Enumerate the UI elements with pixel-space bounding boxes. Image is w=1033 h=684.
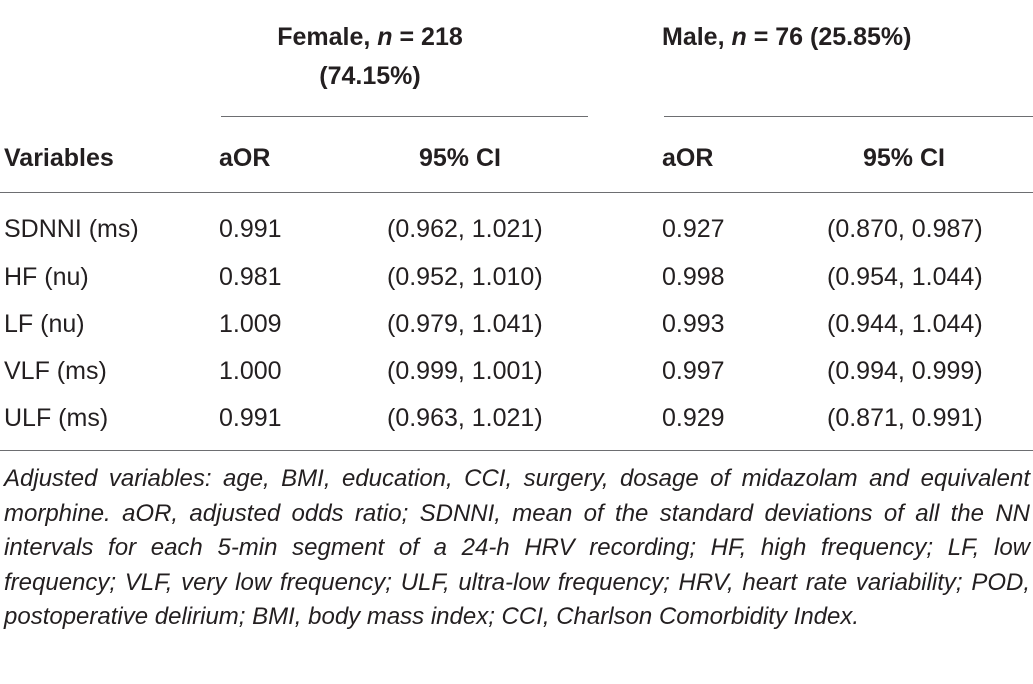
column-header-male-ci: 95% CI — [863, 144, 945, 172]
table-row-female-aor: 0.981 — [219, 263, 282, 291]
column-header-female-ci: 95% CI — [419, 144, 501, 172]
table-footnote: Adjusted variables: age, BMI, education,… — [4, 465, 1030, 630]
table-row-female-ci: (0.999, 1.001) — [387, 357, 543, 385]
table-row-male-aor: 0.998 — [662, 263, 725, 291]
male-group-n: n — [731, 23, 747, 51]
table-row-female-aor: 1.000 — [219, 357, 282, 385]
table-row-male-aor: 0.927 — [662, 215, 725, 243]
table-bottom-rule — [0, 450, 1033, 451]
male-group-rule — [664, 116, 1033, 117]
table-row-male-aor: 0.997 — [662, 357, 725, 385]
male-group-header: Male, n = 76 (25.85%) — [662, 22, 911, 52]
table-row-female-ci: (0.963, 1.021) — [387, 404, 543, 432]
female-group-rule — [221, 116, 588, 117]
table-row-variable: VLF (ms) — [4, 357, 107, 385]
female-group-count: = 218 — [392, 23, 463, 51]
table-row-female-aor: 1.009 — [219, 310, 282, 338]
column-header-female-aor: aOR — [219, 144, 271, 172]
female-group-percent: (74.15%) — [319, 62, 421, 90]
table-row-male-ci: (0.954, 1.044) — [827, 263, 983, 291]
column-header-variables: Variables — [4, 144, 114, 172]
table-row-male-ci: (0.871, 0.991) — [827, 404, 983, 432]
female-group-n: n — [377, 23, 393, 51]
table-row-male-ci: (0.944, 1.044) — [827, 310, 983, 338]
table-row-female-ci: (0.952, 1.010) — [387, 263, 543, 291]
table-row-variable: SDNNI (ms) — [4, 215, 139, 243]
table-row-female-aor: 0.991 — [219, 404, 282, 432]
female-group-header: Female, n = 218 — [230, 22, 510, 52]
table-row-female-ci: (0.962, 1.021) — [387, 215, 543, 243]
table-row-female-aor: 0.991 — [219, 215, 282, 243]
column-header-male-aor: aOR — [662, 144, 714, 172]
female-group-label: Female, — [277, 23, 378, 51]
table-row-female-ci: (0.979, 1.041) — [387, 310, 543, 338]
header-rule — [0, 192, 1033, 193]
table-row-male-aor: 0.993 — [662, 310, 725, 338]
table-row-variable: LF (nu) — [4, 310, 85, 338]
male-group-count: = 76 (25.85%) — [746, 23, 912, 51]
table-row-male-ci: (0.870, 0.987) — [827, 215, 983, 243]
table-row-variable: ULF (ms) — [4, 404, 109, 432]
table-row-male-ci: (0.994, 0.999) — [827, 357, 983, 385]
table-row-male-aor: 0.929 — [662, 404, 725, 432]
table-row-variable: HF (nu) — [4, 263, 89, 291]
male-group-label: Male, — [662, 23, 732, 51]
